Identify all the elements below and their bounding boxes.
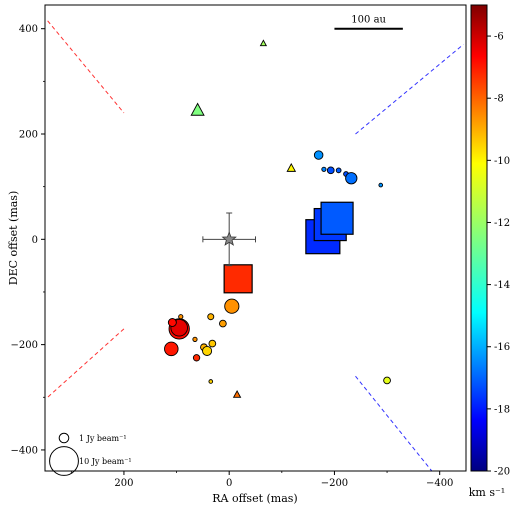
maser-spot-triangle <box>190 102 205 116</box>
colorbar-tick-label: -16 <box>494 342 510 353</box>
maser-spot-circle <box>383 376 391 385</box>
central-star <box>202 212 256 267</box>
y-tick-label: 200 <box>19 130 38 141</box>
colorbar-tick-label: -10 <box>494 156 510 167</box>
maser-spot-circle <box>326 166 335 175</box>
colorbar-tick-label: -8 <box>494 94 504 105</box>
outflow-lines <box>47 20 464 472</box>
maser-spot-circle <box>335 167 342 174</box>
plot-frame <box>44 4 467 472</box>
colorbar-tick-label: -12 <box>494 218 510 229</box>
x-axis-label: RA offset (mas) <box>212 492 297 505</box>
maser-spot-circle <box>378 182 384 188</box>
y-axis-ticks: 400 200 0 −200 −400 <box>11 24 45 456</box>
maser-spot-circle <box>313 150 324 160</box>
maser-spot-circle <box>321 166 327 172</box>
star-icon <box>221 231 237 246</box>
legend-label: 1 Jy beam⁻¹ <box>79 434 127 443</box>
maser-spot-circle <box>192 354 201 362</box>
maser-spot-circle <box>208 339 217 348</box>
x-tick-label: −200 <box>321 478 348 489</box>
colorbar-ticks: -6 -8 -10 -12 -14 -16 -18 -20 <box>487 32 510 478</box>
outflow-line <box>47 328 125 398</box>
outflow-line <box>355 44 464 135</box>
outflow-line <box>355 375 433 472</box>
maser-spot-circle <box>178 314 184 320</box>
maser-spot-circle <box>208 379 214 384</box>
legend-marker <box>58 432 70 444</box>
x-tick-label: 200 <box>114 478 133 489</box>
maser-spot-circle <box>207 313 215 321</box>
y-tick-label: 400 <box>19 24 38 35</box>
y-axis-label: DEC offset (mas) <box>7 191 20 286</box>
legend-label: 10 Jy beam⁻¹ <box>79 457 132 466</box>
x-axis-ticks: 200 0 −200 −400 <box>70 471 453 489</box>
outflow-line <box>47 20 125 114</box>
maser-spots <box>164 39 391 398</box>
y-tick-label: −200 <box>11 340 38 351</box>
maser-spot-circle <box>345 172 358 185</box>
scale-bar-label: 100 au <box>351 15 386 26</box>
maser-spot-triangle <box>259 39 268 47</box>
maser-spot-triangle <box>286 162 297 172</box>
maser-spot-circle <box>219 319 227 328</box>
maser-spot-circle <box>167 318 177 327</box>
maser-spot-circle <box>224 298 240 314</box>
x-tick-label: 0 <box>226 478 232 489</box>
scale-bar: 100 au <box>334 15 403 30</box>
legend-marker <box>49 446 79 476</box>
maser-spot-square <box>320 201 354 235</box>
maser-spot-circle <box>164 341 179 357</box>
y-tick-label: 0 <box>32 235 38 246</box>
maser-spot-triangle <box>232 389 242 398</box>
colorbar-tick-label: -14 <box>494 280 510 291</box>
y-tick-label: −400 <box>11 445 38 456</box>
x-tick-label: −400 <box>426 478 453 489</box>
colorbar-tick-label: -18 <box>494 404 510 415</box>
colorbar-tick-label: -20 <box>494 467 510 478</box>
colorbar-tick-label: -6 <box>494 32 504 43</box>
colorbar <box>470 4 488 472</box>
maser-spot-circle <box>202 345 213 356</box>
colorbar-label: km s⁻¹ <box>469 486 505 499</box>
maser-spot-circle <box>192 336 198 342</box>
maser-spot-square <box>223 264 253 294</box>
size-legend: 1 Jy beam⁻¹ 10 Jy beam⁻¹ <box>49 432 132 476</box>
